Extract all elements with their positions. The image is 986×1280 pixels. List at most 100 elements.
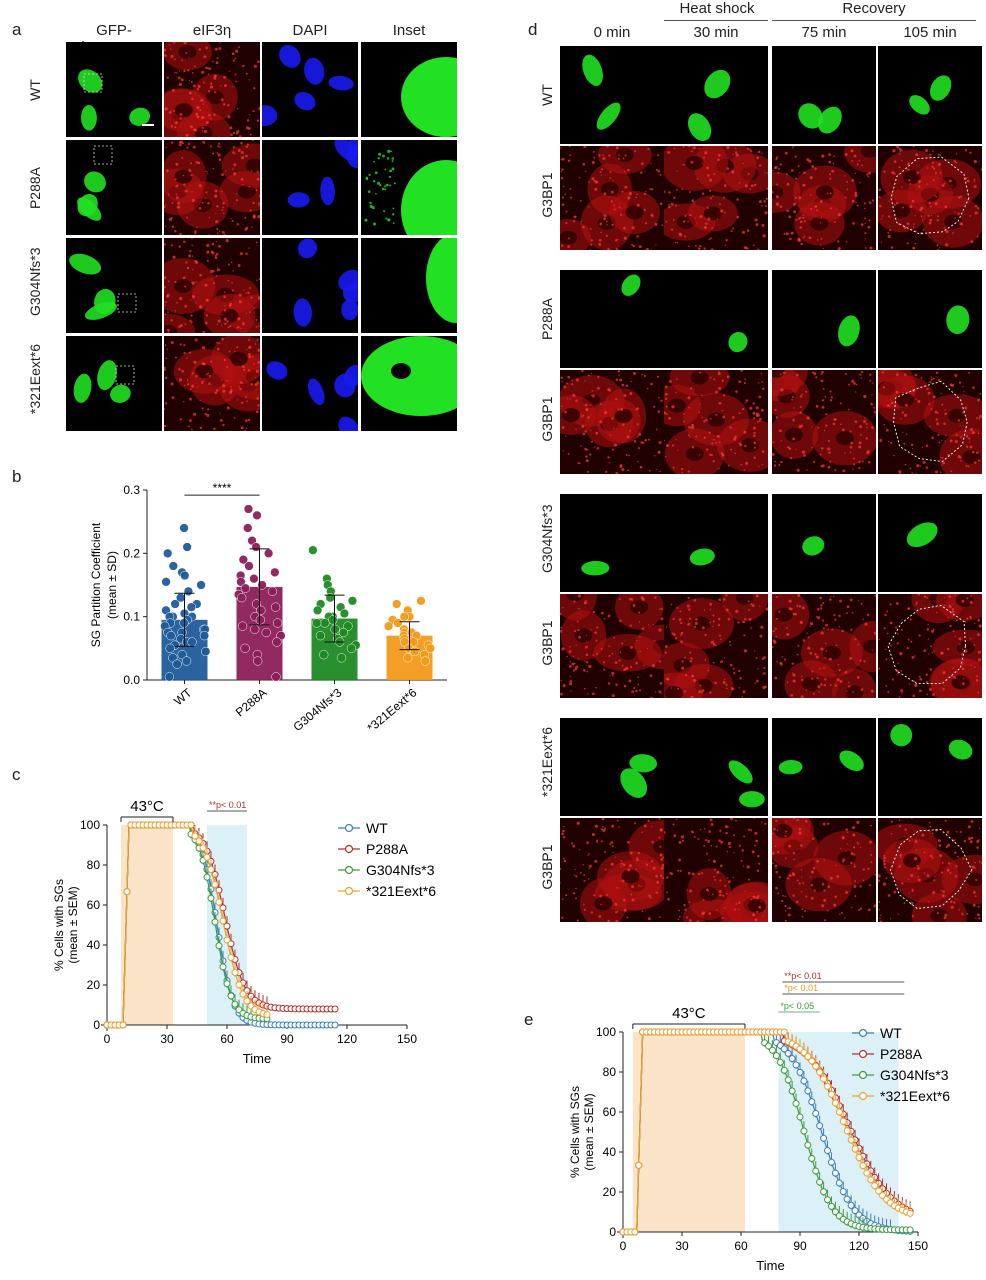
- data-point: [166, 631, 176, 641]
- granule: [222, 231, 225, 234]
- granule: [823, 859, 825, 862]
- granule: [726, 146, 730, 150]
- granule: [216, 341, 219, 344]
- granule: [795, 448, 797, 450]
- recovery-header: Recovery: [842, 0, 906, 17]
- granule: [788, 447, 792, 450]
- granule: [612, 851, 614, 854]
- granule: [202, 330, 205, 333]
- granule: [807, 646, 811, 650]
- granule: [650, 162, 652, 164]
- granule: [588, 878, 590, 880]
- granule: [178, 70, 181, 72]
- granule: [377, 181, 381, 185]
- granule: [256, 119, 260, 122]
- granule: [648, 894, 651, 897]
- recovery-bracket: [772, 20, 976, 21]
- data-point: [165, 643, 175, 653]
- granule: [676, 241, 679, 244]
- data-point: [812, 1167, 820, 1175]
- granule: [824, 678, 827, 681]
- granule: [665, 456, 667, 458]
- data-point: [827, 1090, 835, 1098]
- granule: [772, 851, 775, 855]
- granule: [925, 680, 929, 684]
- nucleus: [97, 360, 117, 391]
- row-label: P288A: [27, 166, 43, 209]
- granule: [577, 657, 580, 660]
- data-point: [847, 1136, 855, 1144]
- granule: [839, 913, 841, 916]
- granule: [820, 216, 823, 219]
- granule: [216, 228, 219, 231]
- micrograph-tile: [164, 42, 260, 137]
- data-point: [824, 1196, 832, 1204]
- granule: [734, 452, 737, 455]
- granule: [797, 165, 800, 168]
- y-tick-label: 0: [609, 1225, 616, 1239]
- granule: [709, 453, 712, 456]
- granule: [951, 233, 954, 235]
- row-label: *321Eext*6: [539, 726, 555, 797]
- granule: [884, 613, 887, 617]
- nucleus: [129, 107, 151, 126]
- granule: [765, 607, 768, 611]
- granule: [680, 622, 683, 625]
- granule: [659, 470, 662, 473]
- granule: [588, 206, 590, 208]
- nucleus-void: [735, 594, 754, 605]
- granule: [797, 594, 801, 597]
- granule: [710, 844, 713, 847]
- granule: [595, 686, 597, 689]
- nucleus-zoom: [401, 57, 457, 137]
- granule: [621, 423, 625, 426]
- granule: [911, 915, 914, 918]
- granule: [643, 192, 647, 195]
- granule: [851, 906, 853, 909]
- granule: [890, 833, 893, 835]
- granule: [649, 896, 652, 899]
- granule: [898, 222, 901, 226]
- granule: [242, 365, 245, 369]
- granule: [252, 362, 255, 365]
- granule: [926, 387, 929, 391]
- granule: [951, 607, 955, 611]
- cell-outline: [890, 156, 970, 235]
- granule: [811, 371, 814, 374]
- granule: [593, 894, 596, 897]
- granule: [889, 644, 892, 647]
- micrograph-tile: [878, 46, 982, 144]
- granule: [712, 625, 714, 627]
- granule: [716, 909, 718, 911]
- granule: [374, 171, 378, 175]
- granule: [222, 389, 226, 393]
- granule: [220, 379, 223, 381]
- data-point: [831, 1208, 839, 1216]
- data-point: [420, 656, 430, 666]
- granule: [896, 632, 899, 635]
- granule: [903, 373, 907, 376]
- granule: [711, 248, 714, 250]
- granule: [174, 280, 177, 284]
- granule: [878, 909, 881, 911]
- x-tick-label: P288A: [233, 686, 270, 720]
- granule: [860, 434, 862, 436]
- granule: [215, 389, 219, 392]
- granule: [752, 895, 756, 899]
- granule: [917, 179, 921, 184]
- granule: [701, 912, 705, 916]
- granule: [811, 165, 815, 168]
- granule: [164, 368, 166, 371]
- nucleus: [77, 193, 98, 217]
- nucleus-void: [802, 677, 821, 692]
- granule: [603, 192, 607, 196]
- granule: [614, 661, 618, 664]
- granule: [577, 594, 581, 598]
- granule: [202, 140, 205, 144]
- granule: [724, 884, 727, 887]
- granule: [921, 833, 925, 837]
- granule: [189, 397, 192, 401]
- granule: [240, 426, 244, 430]
- granule: [609, 177, 612, 179]
- granule: [623, 170, 626, 173]
